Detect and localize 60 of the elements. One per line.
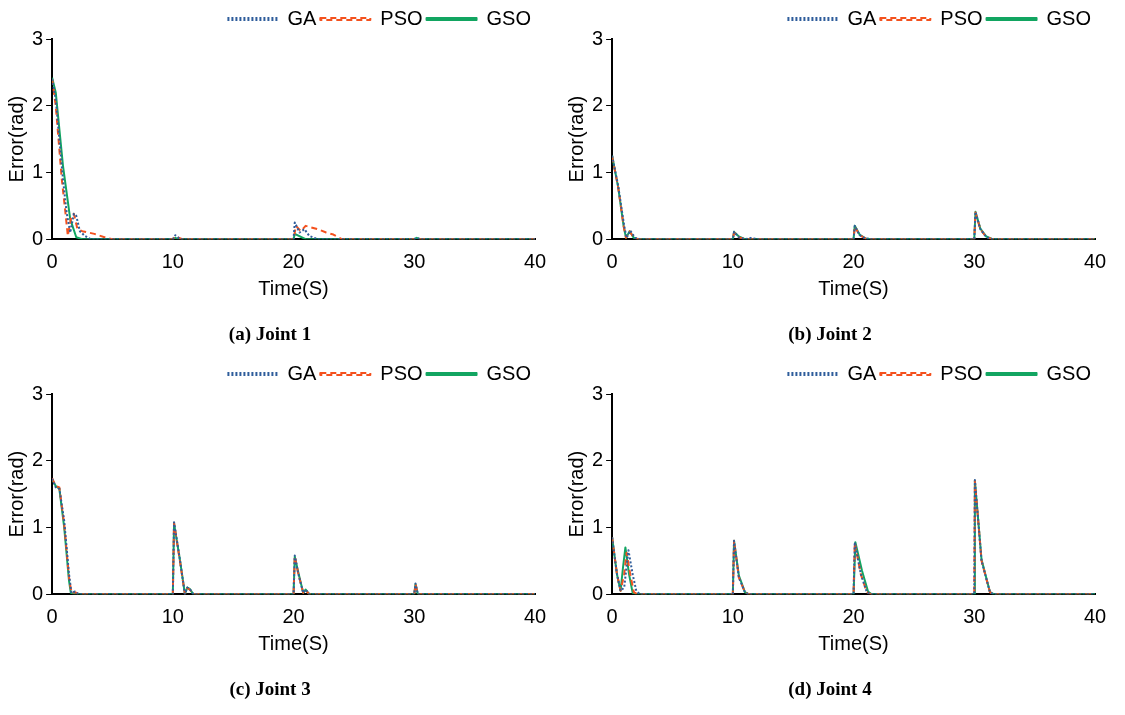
- y-tick-label: 1: [32, 159, 44, 182]
- y-tick-label: 3: [592, 381, 604, 404]
- y-tick-label: 1: [592, 159, 604, 182]
- legend-label: GA: [847, 361, 877, 384]
- legend-label: GSO: [486, 6, 531, 29]
- x-tick-label: 20: [842, 249, 865, 272]
- x-tick-label: 10: [721, 249, 744, 272]
- y-tick-label: 1: [592, 514, 604, 537]
- y-tick-label: 2: [32, 448, 44, 471]
- legend-label: GSO: [1046, 6, 1091, 29]
- legend-label: PSO: [940, 6, 983, 29]
- x-tick-label: 0: [46, 249, 58, 272]
- y-axis-title: Error(rad): [564, 450, 587, 538]
- x-tick-label: 0: [606, 249, 618, 272]
- legend-label: GSO: [486, 361, 531, 384]
- y-tick-label: 0: [32, 581, 44, 604]
- y-axis-title: Error(rad): [4, 95, 27, 183]
- y-axis-title: Error(rad): [564, 95, 587, 183]
- x-axis-title: Time(S): [258, 631, 329, 654]
- x-axis-title: Time(S): [818, 631, 889, 654]
- y-tick-label: 1: [32, 514, 44, 537]
- x-tick-label: 30: [963, 604, 986, 627]
- x-tick-label: 40: [1083, 249, 1107, 272]
- legend-label: GSO: [1046, 361, 1091, 384]
- x-axis-title: Time(S): [258, 276, 329, 299]
- text: (c) Joint 3: [229, 677, 311, 700]
- x-tick-label: 40: [1083, 604, 1107, 627]
- x-tick-label: 40: [523, 604, 547, 627]
- x-tick-label: 0: [46, 604, 58, 627]
- x-tick-label: 10: [161, 249, 184, 272]
- x-tick-label: 10: [161, 604, 184, 627]
- x-tick-label: 30: [403, 249, 426, 272]
- x-tick-label: 40: [523, 249, 547, 272]
- y-tick-label: 0: [32, 226, 44, 249]
- y-tick-label: 0: [592, 226, 604, 249]
- y-tick-label: 2: [592, 448, 604, 471]
- y-tick-label: 3: [592, 26, 604, 49]
- x-tick-label: 0: [606, 604, 618, 627]
- legend-label: GA: [847, 6, 877, 29]
- y-tick-label: 3: [32, 381, 44, 404]
- x-tick-label: 10: [721, 604, 744, 627]
- legend-label: PSO: [940, 361, 983, 384]
- y-tick-label: 0: [592, 581, 604, 604]
- x-tick-label: 30: [403, 604, 426, 627]
- x-tick-label: 20: [282, 249, 305, 272]
- text: (d) Joint 4: [788, 677, 873, 700]
- legend-label: GA: [287, 6, 317, 29]
- x-tick-label: 20: [282, 604, 305, 627]
- legend-label: GA: [287, 361, 317, 384]
- text: (a) Joint 1: [228, 322, 312, 345]
- y-tick-label: 2: [592, 93, 604, 116]
- legend-label: PSO: [380, 6, 423, 29]
- legend-label: PSO: [380, 361, 423, 384]
- x-tick-label: 20: [842, 604, 865, 627]
- x-axis-title: Time(S): [818, 276, 889, 299]
- y-axis-title: Error(rad): [4, 450, 27, 538]
- y-tick-label: 3: [32, 26, 44, 49]
- y-tick-label: 2: [32, 93, 44, 116]
- x-tick-label: 30: [963, 249, 986, 272]
- text: (b) Joint 2: [788, 322, 872, 345]
